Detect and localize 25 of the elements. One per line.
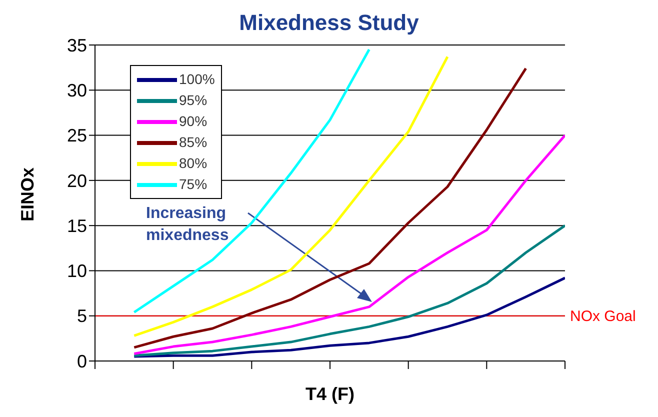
y-tick-label: 30	[66, 80, 87, 101]
line-series	[132, 276, 565, 358]
x-axis-title: T4 (F)	[304, 384, 356, 405]
line-series	[132, 48, 370, 314]
y-tick-label: 35	[66, 35, 87, 56]
y-tick-label: 20	[66, 170, 87, 191]
y-tick-label: 25	[66, 126, 87, 146]
annotation: Increasing mixedness	[146, 205, 229, 244]
legend-label: 100%	[179, 70, 215, 89]
y-tick-label: 0	[76, 351, 87, 372]
line-series	[132, 55, 449, 337]
ref-line-label: NOx Goal	[570, 308, 636, 326]
legend-label: 85%	[179, 133, 208, 152]
y-tick-label: 10	[66, 261, 87, 282]
line-series	[132, 134, 565, 356]
legend-label: 95%	[179, 91, 208, 110]
y-tick-label: 5	[76, 306, 87, 326]
legend-label: 75%	[179, 175, 208, 194]
line-series	[132, 224, 565, 357]
legend-label: 90%	[179, 112, 208, 131]
legend-label: 80%	[179, 154, 208, 173]
line-series	[132, 67, 528, 349]
y-tick-label: 15	[66, 216, 87, 236]
chart-title: Mixedness Study	[238, 10, 420, 36]
y-axis-title: EINOx	[18, 167, 38, 222]
